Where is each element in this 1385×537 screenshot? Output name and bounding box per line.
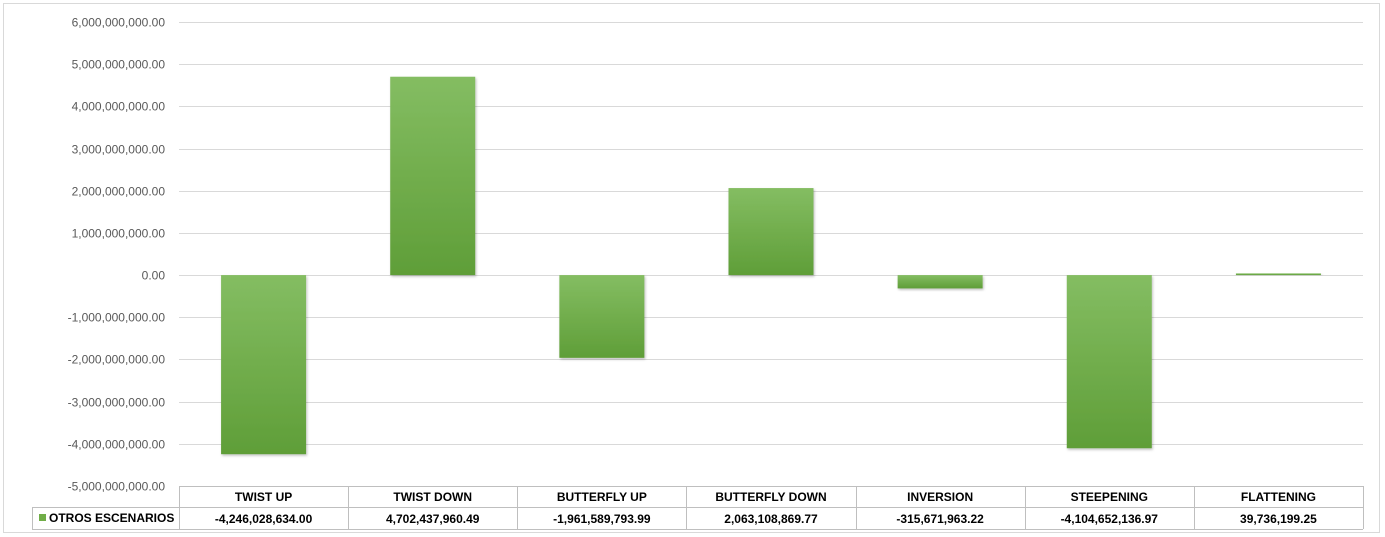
bars bbox=[221, 76, 1321, 455]
data-label: -1,961,589,793.99 bbox=[553, 512, 651, 526]
legend-key bbox=[39, 514, 46, 521]
x-tick-label: FLATTENING bbox=[1241, 490, 1316, 504]
y-tick-label: -1,000,000,000.00 bbox=[68, 311, 166, 325]
data-label: 2,063,108,869.77 bbox=[724, 512, 818, 526]
x-tick-label: BUTTERFLY UP bbox=[557, 490, 647, 504]
data-label: 4,702,437,960.49 bbox=[386, 512, 480, 526]
y-tick-label: 6,000,000,000.00 bbox=[72, 16, 166, 30]
bar bbox=[390, 76, 476, 276]
data-table: TWIST UP -4,246,028,634.00 TWIST DOWN 4,702… bbox=[32, 486, 1364, 530]
data-label: 39,736,199.25 bbox=[1240, 512, 1317, 526]
y-tick-label: -5,000,000,000.00 bbox=[68, 480, 166, 494]
y-tick-label: 3,000,000,000.00 bbox=[72, 143, 166, 157]
bar bbox=[559, 275, 645, 358]
x-tick-label: BUTTERFLY DOWN bbox=[715, 490, 826, 504]
y-tick-label: 5,000,000,000.00 bbox=[72, 58, 166, 72]
x-tick-label: TWIST UP bbox=[235, 490, 292, 504]
x-tick-label: INVERSION bbox=[907, 490, 973, 504]
bar-chart: 6,000,000,000.00 5,000,000,000.00 4,000,00… bbox=[32, 16, 1364, 530]
data-label: -4,104,652,136.97 bbox=[1061, 512, 1159, 526]
y-tick-label: 0.00 bbox=[142, 269, 166, 283]
bar bbox=[221, 275, 307, 455]
y-tick-label: 2,000,000,000.00 bbox=[72, 185, 166, 199]
x-tick-label: STEEPENING bbox=[1071, 490, 1148, 504]
y-tick-label: -3,000,000,000.00 bbox=[68, 396, 166, 410]
data-label: -4,246,028,634.00 bbox=[215, 512, 313, 526]
data-label: -315,671,963.22 bbox=[896, 512, 984, 526]
series-label: OTROS ESCENARIOS bbox=[49, 511, 174, 525]
chart-area: 6,000,000,000.00 5,000,000,000.00 4,000,00… bbox=[3, 3, 1380, 533]
bar bbox=[1235, 273, 1321, 276]
x-tick-label: TWIST DOWN bbox=[393, 490, 472, 504]
y-tick-label: 1,000,000,000.00 bbox=[72, 227, 166, 241]
y-tick-label: -4,000,000,000.00 bbox=[68, 438, 166, 452]
bar bbox=[897, 275, 983, 289]
bar bbox=[1066, 275, 1152, 449]
bar bbox=[728, 188, 814, 276]
y-axis-tick-labels: 6,000,000,000.00 5,000,000,000.00 4,000,00… bbox=[68, 16, 166, 494]
y-tick-label: -2,000,000,000.00 bbox=[68, 353, 166, 367]
y-tick-label: 4,000,000,000.00 bbox=[72, 100, 166, 114]
